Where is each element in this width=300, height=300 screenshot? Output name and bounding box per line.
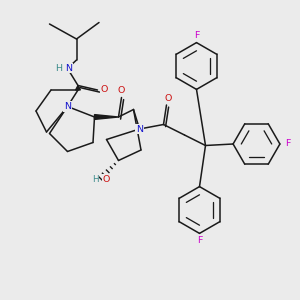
Polygon shape (76, 85, 80, 90)
Text: O: O (100, 85, 108, 94)
Text: H: H (92, 175, 98, 184)
Text: N: N (64, 102, 71, 111)
Polygon shape (94, 115, 118, 119)
Text: N: N (136, 124, 143, 134)
Text: N: N (65, 64, 73, 73)
Text: F: F (194, 31, 199, 40)
Text: O: O (118, 86, 125, 95)
Text: F: F (197, 236, 202, 245)
Text: H: H (55, 64, 62, 73)
Text: O: O (164, 94, 172, 103)
Text: O: O (102, 175, 110, 184)
Text: F: F (285, 140, 290, 148)
